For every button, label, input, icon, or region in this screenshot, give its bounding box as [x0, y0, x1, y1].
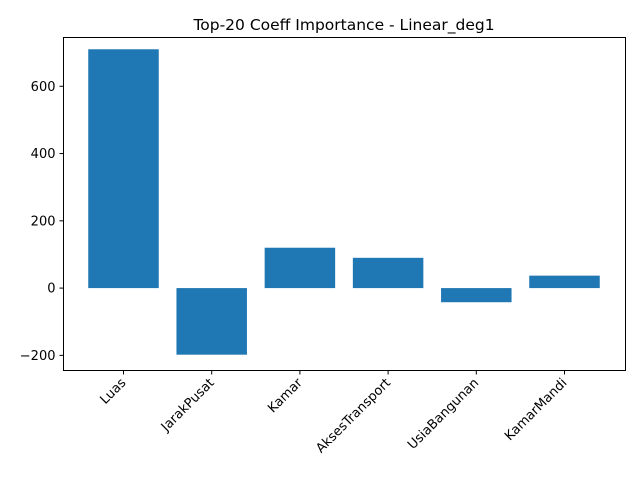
bar-aksestransport: [352, 257, 424, 289]
y-tick-label-1: 0: [47, 282, 55, 297]
bar-luas: [88, 49, 159, 289]
y-tick-label-4: 600: [31, 80, 56, 95]
x-tick-label-jarakpusat: JarakPusat: [158, 376, 218, 436]
y-tick-label-2: 200: [31, 214, 56, 229]
y-tick-label-3: 400: [31, 147, 56, 162]
x-tick-label-aksestransport: AksesTransport: [313, 376, 394, 457]
bars-group: [88, 49, 600, 355]
bar-kamarmandi: [529, 275, 600, 289]
x-tick-label-kamar: Kamar: [265, 375, 306, 416]
x-axis: Luas JarakPusat Kamar AksesTransport UsiaBan…: [98, 370, 570, 457]
bar-usiabangunan: [441, 288, 512, 303]
chart-title: Top-20 Coeff Importance - Linear_deg1: [192, 16, 494, 35]
bar-kamar: [264, 247, 336, 289]
y-tick-label-0: −200: [20, 349, 56, 364]
y-axis: −200 0 200 400 600: [20, 80, 64, 364]
x-tick-label-kamarmandi: KamarMandi: [502, 376, 570, 444]
x-tick-label-luas: Luas: [98, 376, 130, 408]
x-tick-label-usiabangunan: UsiaBangunan: [405, 376, 482, 453]
bar-jarakpusat: [176, 288, 247, 355]
plot-frame: [63, 37, 626, 371]
